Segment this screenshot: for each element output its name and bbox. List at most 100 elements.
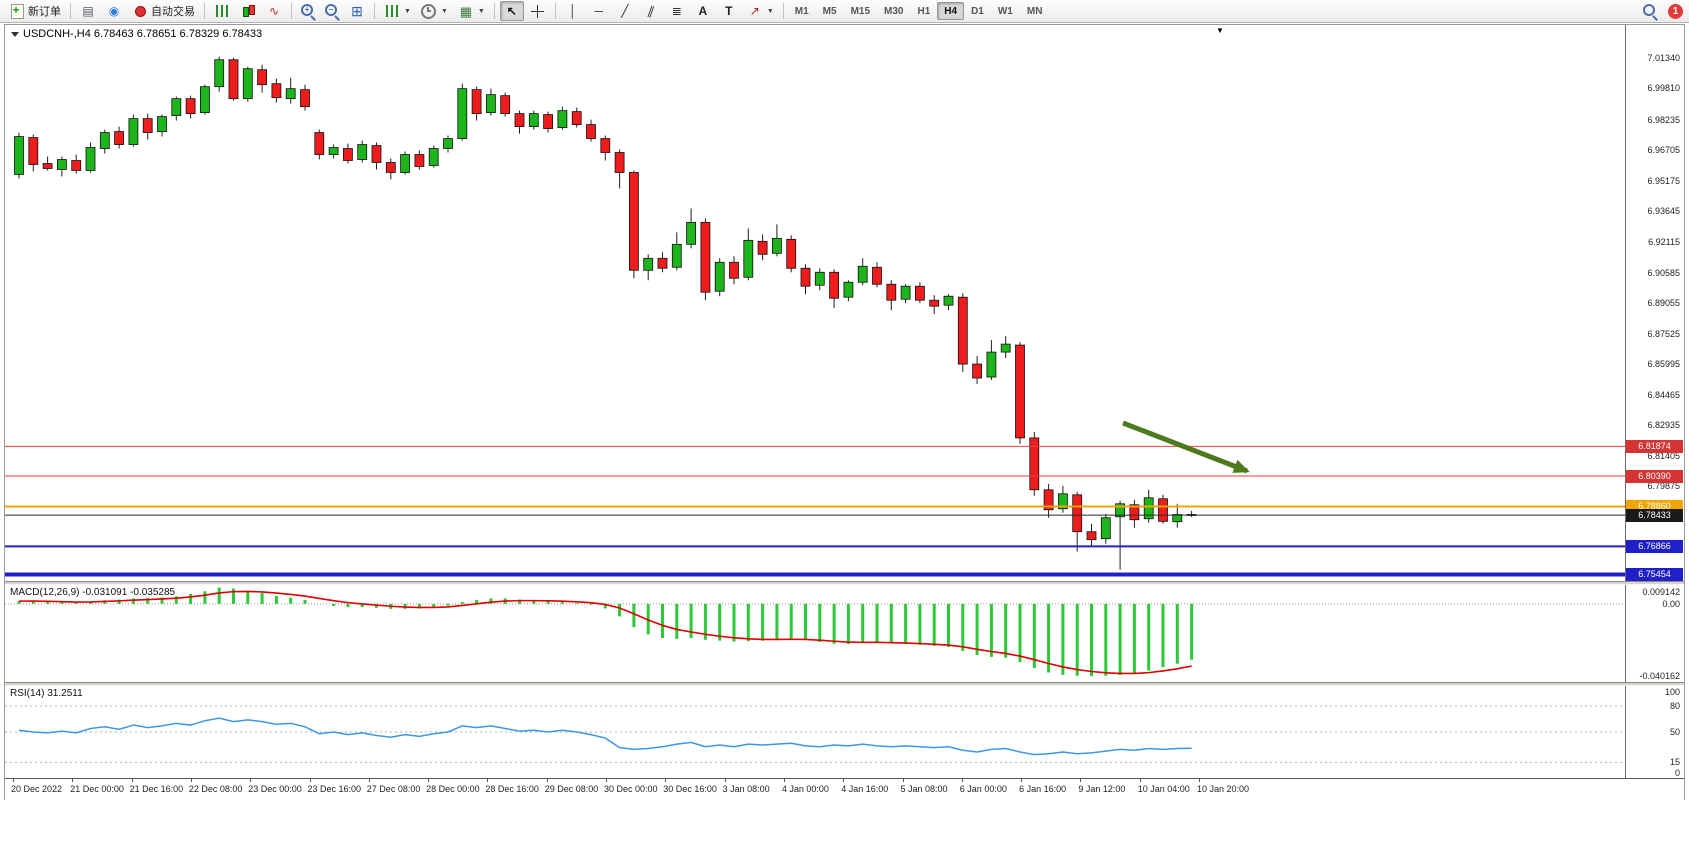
candlestick-icon: [242, 4, 255, 18]
candle: [199, 84, 210, 115]
time-tick: [72, 779, 74, 782]
time-tick: [783, 779, 785, 782]
cursor-button[interactable]: ↖: [499, 1, 524, 21]
time-label: 21 Dec 00:00: [70, 784, 124, 794]
timeframe-button-d1[interactable]: D1: [964, 2, 991, 20]
macd-scale[interactable]: 0.009142 0.00 -0.040162: [1625, 585, 1684, 682]
candle: [1100, 513, 1111, 544]
candle: [443, 135, 453, 153]
crosshair-button[interactable]: [526, 1, 550, 21]
arrow-tool-icon: ↗: [749, 4, 760, 18]
timeframe-button-m15[interactable]: M15: [844, 2, 877, 20]
time-axis[interactable]: 20 Dec 2022 21 Dec 00:00 21 Dec 16:00 22 De…: [5, 778, 1684, 800]
candle: [786, 235, 797, 273]
candle: [328, 144, 339, 159]
rsi-chart-canvas[interactable]: [5, 686, 1626, 778]
arrows-tool-button[interactable]: ↗ ▼: [743, 1, 778, 21]
candle: [957, 293, 968, 373]
new-chart-button[interactable]: ▼: [380, 1, 415, 21]
time-tick: [1139, 779, 1141, 782]
search-button[interactable]: [1639, 1, 1661, 21]
candle: [428, 145, 439, 168]
timeframe-button-h1[interactable]: H1: [910, 2, 937, 20]
candle: [814, 268, 825, 291]
profiles-button[interactable]: ▼: [417, 1, 452, 21]
autotrading-status-icon: [134, 5, 146, 17]
zoom-in-button[interactable]: +: [297, 1, 319, 21]
candle: [543, 111, 553, 133]
fibonacci-tool-button[interactable]: ≣: [665, 1, 689, 21]
horizontal-line-tool-button[interactable]: ─: [587, 1, 611, 21]
chart-shift-marker[interactable]: ▼: [1216, 26, 1224, 35]
macd-chart-canvas[interactable]: [5, 585, 1626, 682]
candle: [214, 56, 225, 92]
zoom-out-icon: −: [325, 4, 339, 18]
timeframe-button-m5[interactable]: M5: [816, 2, 844, 20]
time-tick: [131, 779, 133, 782]
zoom-out-button[interactable]: −: [321, 1, 343, 21]
candle: [142, 113, 153, 140]
notification-badge[interactable]: 1: [1668, 3, 1683, 19]
timeframe-button-m1[interactable]: M1: [788, 2, 816, 20]
rsi-line: [18, 717, 1192, 756]
templates-button[interactable]: ▦ ▼: [454, 1, 489, 21]
candle: [71, 154, 82, 174]
time-label: 28 Dec 00:00: [426, 784, 480, 794]
bar-chart-icon: [216, 5, 228, 17]
candlestick-chart-button[interactable]: [236, 1, 260, 21]
print-button[interactable]: ▤: [76, 1, 100, 21]
timeframe-button-w1[interactable]: W1: [991, 2, 1020, 20]
time-tick: [309, 779, 311, 782]
candle: [986, 340, 997, 381]
bar-chart-button[interactable]: [210, 1, 234, 21]
candle: [342, 143, 353, 164]
tile-windows-button[interactable]: ⊞: [345, 1, 369, 21]
price-scale[interactable]: 7.01340 6.99810 6.98235 6.96705 6.95175 6.936…: [1625, 25, 1684, 582]
price-level-tag: 6.81874: [1626, 439, 1683, 453]
candle: [157, 114, 167, 137]
autotrading-button[interactable]: 自动交易: [128, 1, 199, 21]
data-window-button[interactable]: ◉: [102, 1, 126, 21]
text-tool-button[interactable]: A: [691, 1, 715, 21]
panel-separator[interactable]: [5, 682, 1684, 686]
candle: [371, 142, 382, 170]
timeframe-button-m30[interactable]: M30: [877, 2, 910, 20]
time-tick: [1199, 779, 1200, 782]
price-chart-canvas[interactable]: [5, 25, 1626, 581]
channel-tool-button[interactable]: ∥: [639, 1, 663, 21]
candle: [643, 254, 654, 281]
candle: [886, 280, 897, 311]
candle: [357, 140, 368, 163]
panel-separator[interactable]: [5, 581, 1684, 585]
search-icon: [1643, 4, 1657, 18]
time-label: 10 Jan 04:00: [1137, 784, 1190, 794]
trend-arrow-annotation[interactable]: [1122, 420, 1250, 474]
candle: [671, 232, 682, 271]
time-label: 5 Jan 08:00: [900, 784, 948, 794]
candle: [843, 280, 854, 302]
new-order-button[interactable]: 新订单: [5, 1, 65, 21]
time-tick: [724, 779, 726, 782]
symbol-collapse-icon[interactable]: [11, 31, 19, 37]
timeframe-button-mn[interactable]: MN: [1020, 2, 1050, 20]
candle: [300, 84, 310, 111]
rsi-scale-label: 80: [1669, 700, 1680, 711]
line-chart-button[interactable]: ∿: [262, 1, 286, 21]
price-level-tag: 6.78433: [1626, 508, 1683, 522]
data-window-icon: ◉: [108, 4, 120, 18]
time-label: 4 Jan 00:00: [781, 784, 829, 794]
candle: [171, 96, 182, 121]
rsi-scale[interactable]: 100 80 50 15 0: [1625, 686, 1684, 778]
autotrading-label: 自动交易: [151, 6, 195, 18]
trendline-tool-button[interactable]: ╱: [613, 1, 637, 21]
timeframe-button-h4[interactable]: H4: [937, 2, 965, 20]
candle: [14, 132, 24, 179]
cursor-arrow-icon: ↖: [506, 4, 517, 18]
vertical-line-tool-button[interactable]: │: [561, 1, 585, 21]
time-tick: [902, 779, 904, 782]
text-label-tool-button[interactable]: T: [717, 1, 741, 21]
time-label: 3 Jan 08:00: [722, 784, 770, 794]
time-tick: [843, 779, 845, 782]
toolbar-separator: [291, 3, 292, 19]
candle: [400, 151, 411, 175]
